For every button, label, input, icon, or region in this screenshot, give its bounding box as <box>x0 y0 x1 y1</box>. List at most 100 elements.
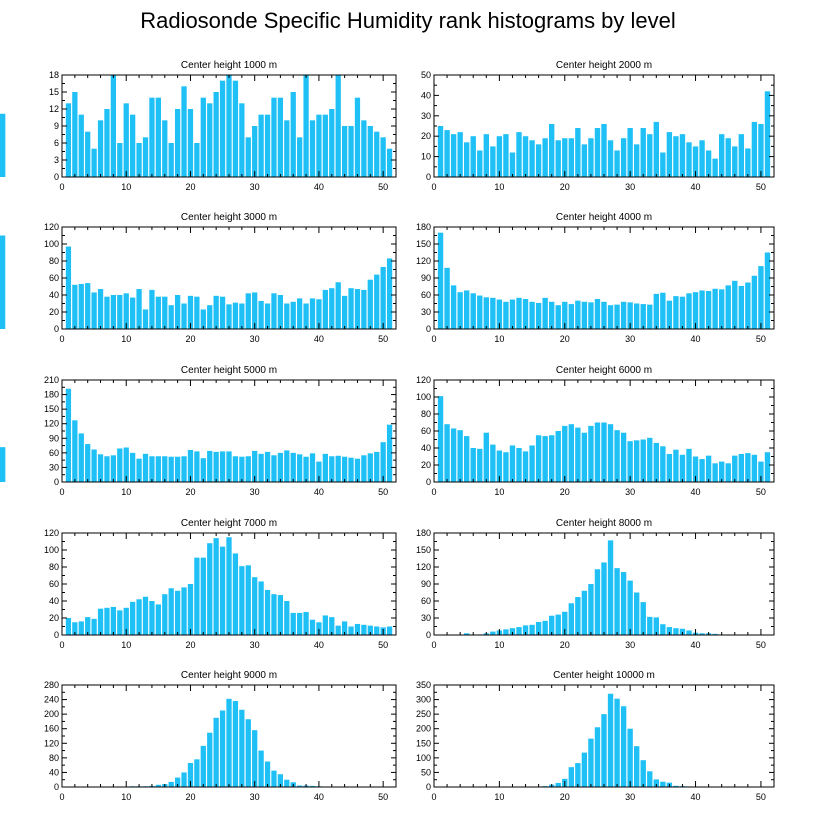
bar <box>187 109 194 177</box>
bar <box>207 543 213 635</box>
bar <box>200 309 206 329</box>
bar <box>271 770 277 787</box>
bar <box>640 760 646 787</box>
bar <box>444 424 450 482</box>
bar <box>168 781 174 787</box>
bar <box>252 126 258 177</box>
y-tick-label: 60 <box>421 596 431 606</box>
bar <box>653 121 659 177</box>
bar <box>252 730 258 787</box>
bar <box>457 132 463 177</box>
x-tick-label: 50 <box>378 182 388 192</box>
bar <box>91 449 97 482</box>
bar <box>329 617 335 635</box>
bar <box>174 109 181 177</box>
bar <box>686 293 692 329</box>
bar <box>258 453 264 482</box>
bar <box>470 293 476 329</box>
bar <box>142 137 149 177</box>
bar <box>634 144 640 177</box>
bar <box>341 295 348 329</box>
bar <box>549 123 555 177</box>
bar <box>601 422 607 482</box>
bar <box>529 624 535 635</box>
bar <box>174 456 181 482</box>
x-tick-label: 30 <box>625 640 635 650</box>
bar <box>297 298 303 329</box>
bar <box>673 296 679 329</box>
bar <box>620 301 627 329</box>
panel-4: Center height 4000 m 0 30 60 90 120 150 180 0 10 2… <box>416 212 775 344</box>
bar <box>168 305 174 329</box>
x-tick-label: 30 <box>250 792 260 802</box>
bar <box>522 136 529 177</box>
y-tick-label: 0 <box>54 477 59 487</box>
bar <box>277 295 284 329</box>
y-tick-label: 60 <box>421 426 431 436</box>
y-tick-label: 15 <box>49 87 59 97</box>
bar <box>341 126 348 177</box>
bar <box>174 777 181 787</box>
bar <box>568 138 574 177</box>
bar <box>549 301 555 329</box>
bar <box>712 633 718 635</box>
y-tick-label: 150 <box>416 239 431 249</box>
y-tick-label: 120 <box>44 222 59 232</box>
bar <box>444 267 450 329</box>
bar <box>594 298 601 329</box>
bar <box>516 297 522 329</box>
panel-title: Center height 5000 m <box>181 365 277 376</box>
bar <box>309 453 316 482</box>
y-tick-label: 30 <box>49 462 59 472</box>
bar <box>142 596 149 635</box>
bar <box>329 109 335 177</box>
bar <box>647 304 653 329</box>
bar <box>123 447 129 482</box>
bar <box>549 615 555 635</box>
panel-title: Center height 7000 m <box>181 518 277 529</box>
bar <box>477 448 483 482</box>
bar <box>309 785 316 787</box>
bar <box>607 424 614 482</box>
x-tick-label: 10 <box>121 487 131 497</box>
y-tick-label: 18 <box>49 70 59 80</box>
x-tick-label: 40 <box>691 334 701 344</box>
bar <box>437 232 444 329</box>
bar <box>673 449 679 482</box>
y-tick-label: 100 <box>44 545 59 555</box>
y-tick-label: 210 <box>44 375 59 385</box>
bar <box>348 457 354 482</box>
bar <box>673 628 679 635</box>
bar <box>200 557 206 635</box>
bar <box>679 628 686 635</box>
bar <box>284 303 290 329</box>
bar <box>732 280 738 329</box>
y-tick-label: 12 <box>49 104 59 114</box>
bar <box>309 298 316 329</box>
bar <box>568 767 574 787</box>
bar <box>758 266 764 329</box>
y-tick-label: 180 <box>416 528 431 538</box>
bar <box>699 633 705 635</box>
bar <box>239 456 245 482</box>
bar <box>85 131 91 177</box>
bar <box>297 137 303 177</box>
bar <box>380 137 386 177</box>
bar <box>464 436 470 482</box>
bar <box>549 435 555 482</box>
bar <box>149 289 155 329</box>
bar <box>207 450 213 482</box>
bar <box>614 150 620 177</box>
y-tick-label: 200 <box>44 709 59 719</box>
bar <box>187 762 194 787</box>
bar <box>620 432 627 482</box>
bar <box>174 295 181 329</box>
bar <box>155 604 161 635</box>
y-tick-label: 0 <box>54 324 59 334</box>
bar <box>309 619 316 635</box>
bar <box>535 302 542 329</box>
bar <box>380 266 386 329</box>
y-tick-label: 3 <box>54 155 59 165</box>
